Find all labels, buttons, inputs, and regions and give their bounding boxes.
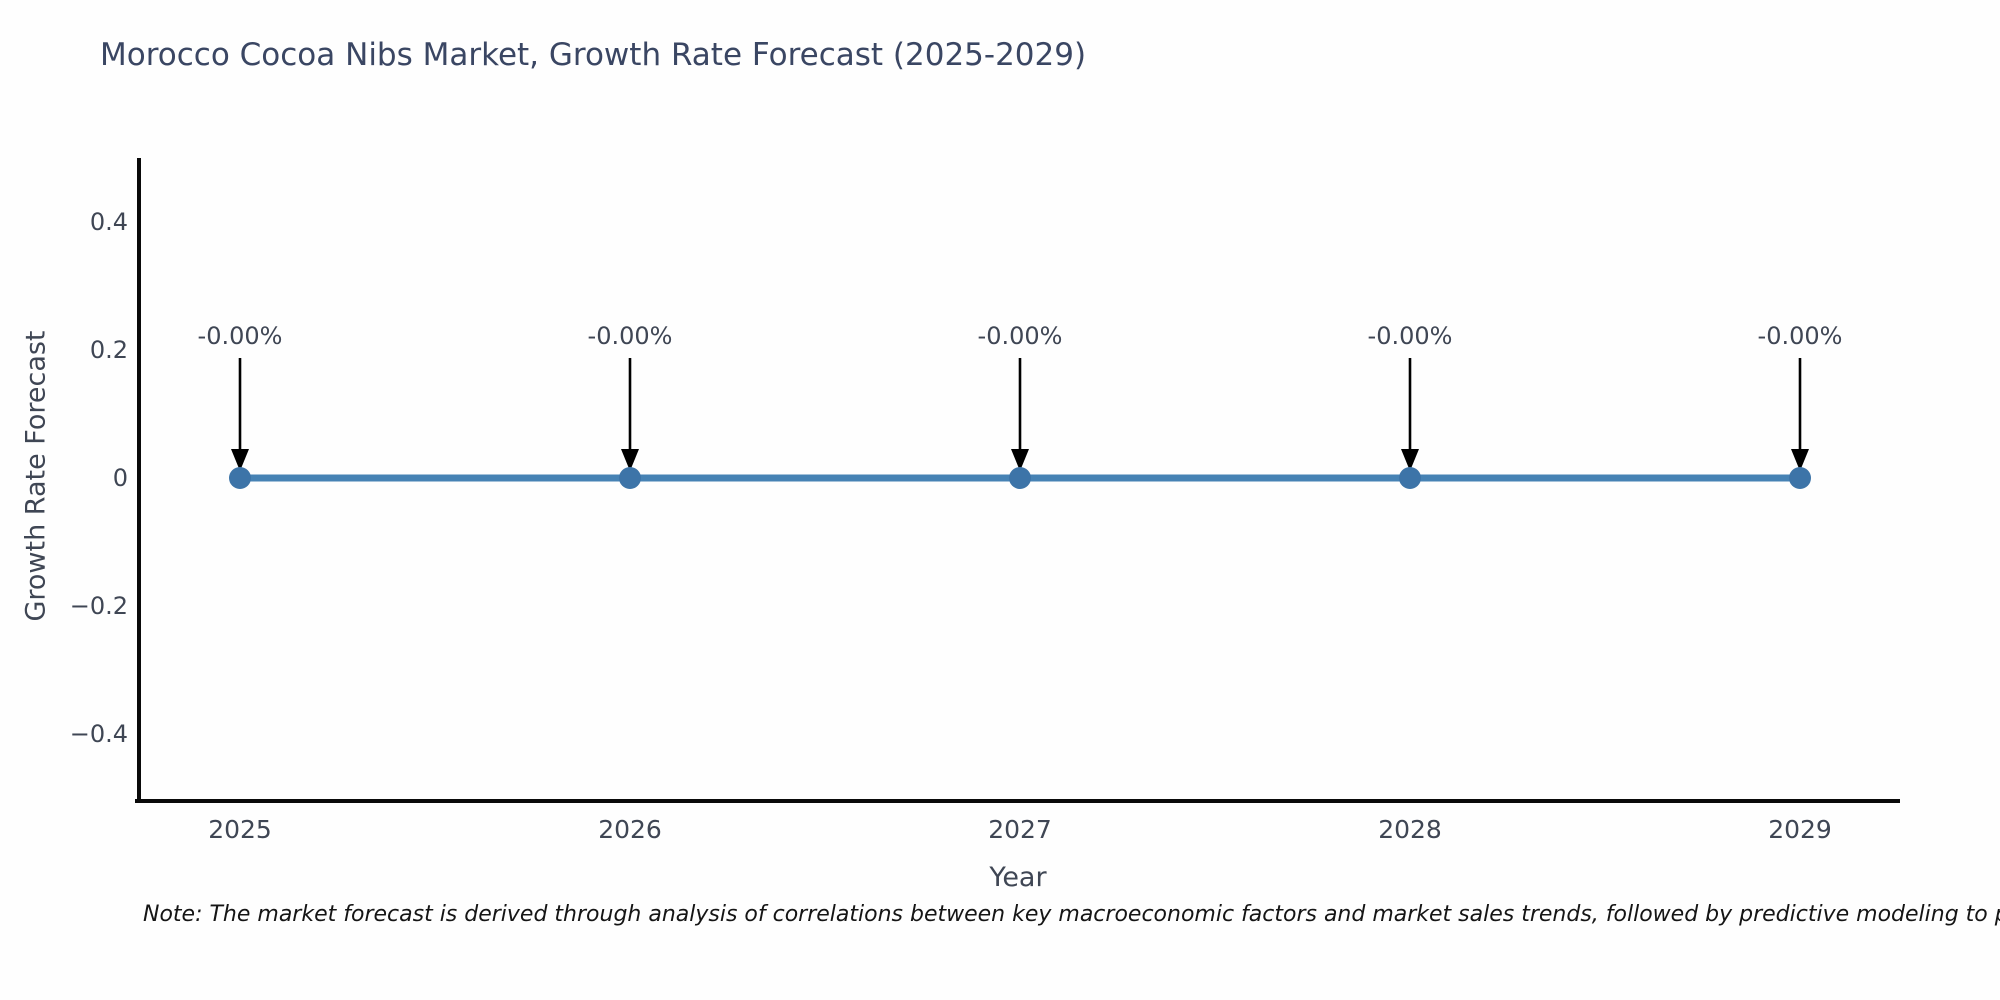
chart-title: Morocco Cocoa Nibs Market, Growth Rate F…: [100, 37, 1087, 73]
data-point: [1789, 467, 1811, 489]
x-axis-spine: [135, 799, 1900, 803]
y-tick-label: −0.4: [69, 719, 128, 748]
x-tick-label: 2029: [1768, 815, 1832, 844]
y-tick-label: 0: [112, 464, 128, 492]
annotation-arrowhead: [621, 449, 639, 471]
annotation-label: -0.00%: [1758, 322, 1843, 350]
annotation-label: -0.00%: [588, 322, 673, 350]
y-tick-label: 0.2: [89, 336, 128, 365]
x-tick-label: 2026: [598, 815, 662, 844]
data-point: [229, 467, 251, 489]
y-axis-spine: [137, 158, 141, 803]
y-tick-label: −0.2: [69, 591, 128, 620]
data-point: [1009, 467, 1031, 489]
data-point: [619, 467, 641, 489]
x-tick-label: 2025: [208, 815, 272, 844]
annotation-arrowhead: [231, 449, 249, 471]
annotation-arrowhead: [1011, 449, 1029, 471]
x-tick-label: 2027: [988, 815, 1052, 844]
data-point: [1399, 467, 1421, 489]
x-axis-title: Year: [989, 862, 1047, 893]
annotation-label: -0.00%: [1368, 322, 1453, 350]
annotation-label: -0.00%: [198, 322, 283, 350]
y-tick-label: 0.4: [89, 208, 128, 237]
annotation-arrowhead: [1401, 449, 1419, 471]
footnote: Note: The market forecast is derived thr…: [143, 902, 2000, 927]
x-tick-label: 2028: [1378, 815, 1442, 844]
annotation-arrowhead: [1791, 449, 1809, 471]
annotation-label: -0.00%: [978, 322, 1063, 350]
